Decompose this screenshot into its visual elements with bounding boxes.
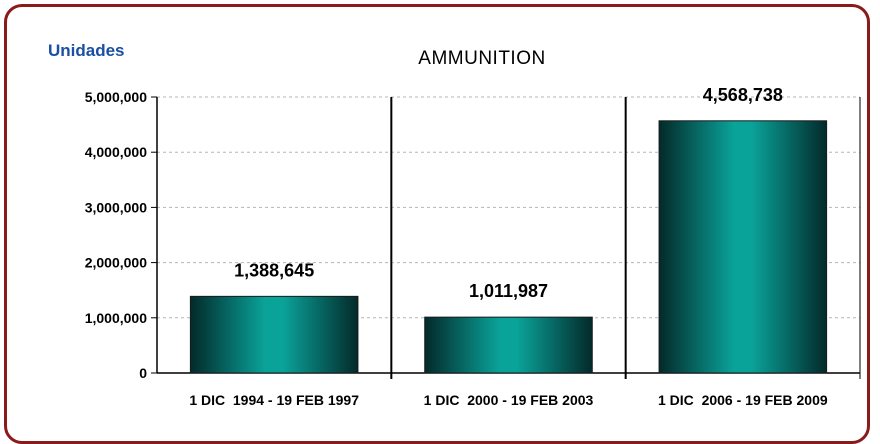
x-tick-label: 1 DIC 2006 - 19 FEB 2009 xyxy=(658,392,828,408)
plot-area: 0 1,000,000 2,000,000 3,000,000 4,000,000 5,0… xyxy=(85,85,861,408)
bar-value-label: 1,388,645 xyxy=(234,260,314,280)
bar xyxy=(424,316,593,374)
bar xyxy=(658,120,828,374)
bar-value-label: 4,568,738 xyxy=(703,85,783,105)
y-tick-label: 5,000,000 xyxy=(85,89,147,105)
y-tick-label: 0 xyxy=(139,365,147,381)
bar xyxy=(189,295,359,374)
chart-title: AMMUNITION xyxy=(418,48,545,69)
x-tick-label: 1 DIC 1994 - 19 FEB 1997 xyxy=(189,392,359,408)
chart-svg: Unidades AMMUNITION 0 1,000,000 2,000,000 3… xyxy=(48,41,861,408)
y-tick-label: 4,000,000 xyxy=(85,144,147,160)
y-tick-label: 1,000,000 xyxy=(85,310,147,326)
bar-value-label: 1,011,987 xyxy=(469,281,548,301)
y-tick-label: 2,000,000 xyxy=(85,255,147,271)
x-tick-label: 1 DIC 2000 - 19 FEB 2003 xyxy=(424,392,594,408)
y-tick-label: 3,000,000 xyxy=(85,199,147,215)
y-axis-units-label: Unidades xyxy=(48,41,125,60)
title-box xyxy=(193,41,623,73)
